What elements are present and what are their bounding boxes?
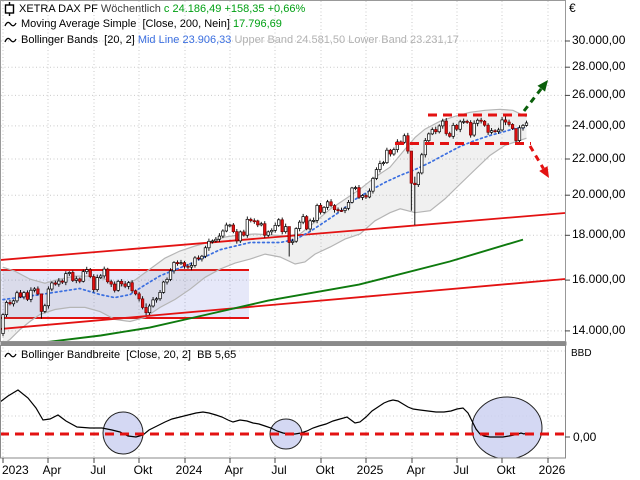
x-axis-label: 2026 (538, 463, 566, 477)
y-axis-label: 14.000,00 (572, 322, 626, 337)
x-axis-label: Jul (271, 463, 287, 477)
x-axis-label: Jul (90, 463, 106, 477)
bb-upper-value: Upper Band 24.581,50 (234, 34, 346, 46)
instrument-change-abs: +158,35 (224, 3, 265, 15)
x-axis-label: Okt (496, 463, 516, 477)
y-axis-label: 26.000,00 (572, 87, 626, 102)
x-axis-label: 2023 (2, 463, 29, 477)
y-axis-label: 22.000,00 (572, 150, 626, 165)
y-axis-label: 20.000,00 (572, 187, 626, 202)
bb-label: Bollinger Bands [20, 2] (21, 34, 135, 46)
ma-value: 17.796,69 (232, 18, 282, 30)
legend-ma: Moving Average Simple [Close, 200, Nein]… (4, 18, 282, 30)
x-axis-label: 2024 (175, 463, 203, 477)
legend-bollinger: Bollinger Bands [20, 2] Mid Line 23.906,… (4, 34, 459, 46)
bbd-axis-label: BBD (571, 348, 592, 359)
instrument-title: XETRA DAX PF (19, 3, 98, 15)
instrument-change-pct: +0,66% (267, 3, 306, 15)
x-axis-label: Apr (42, 463, 62, 477)
bb-lower-value: Lower Band 23.231,17 (348, 34, 459, 46)
curve-icon (4, 21, 17, 27)
y-axis-label: 18.000,00 (572, 227, 626, 242)
ma-label: Moving Average Simple [Close, 200, Nein] (21, 18, 230, 30)
y-axis-label: 30.000,00 (572, 32, 626, 47)
x-axis-label: Jul (453, 463, 469, 477)
x-axis-label: Okt (315, 463, 335, 477)
currency-symbol: € (569, 1, 576, 15)
x-axis-label: Apr (406, 463, 426, 477)
instrument-timeframe: Wöchentlich (100, 3, 161, 15)
curve-icon (4, 37, 17, 43)
x-axis-label: 2025 (356, 463, 384, 477)
instrument-close: c 24.186,49 (163, 3, 222, 15)
y-axis-label: 24.000,00 (572, 117, 626, 132)
y-axis-label: 28.000,00 (572, 59, 626, 74)
bbd-label: Bollinger Bandbreite [Close, 20, 2] BB 5… (21, 349, 237, 361)
x-axis-label: Apr (224, 463, 244, 477)
bb-mid-value: Mid Line 23.906,33 (137, 34, 232, 46)
legend-bandwidth: Bollinger Bandbreite [Close, 20, 2] BB 5… (4, 349, 236, 361)
candlestick-icon (4, 2, 15, 16)
x-axis-label: Okt (133, 463, 153, 477)
y-axis-label: 16.000,00 (572, 272, 626, 287)
curve-icon (4, 352, 17, 358)
bbd-zero-label: 0,00 (573, 430, 597, 444)
legend-instrument: XETRA DAX PF Wöchentlich c 24.186,49 +15… (4, 2, 305, 16)
